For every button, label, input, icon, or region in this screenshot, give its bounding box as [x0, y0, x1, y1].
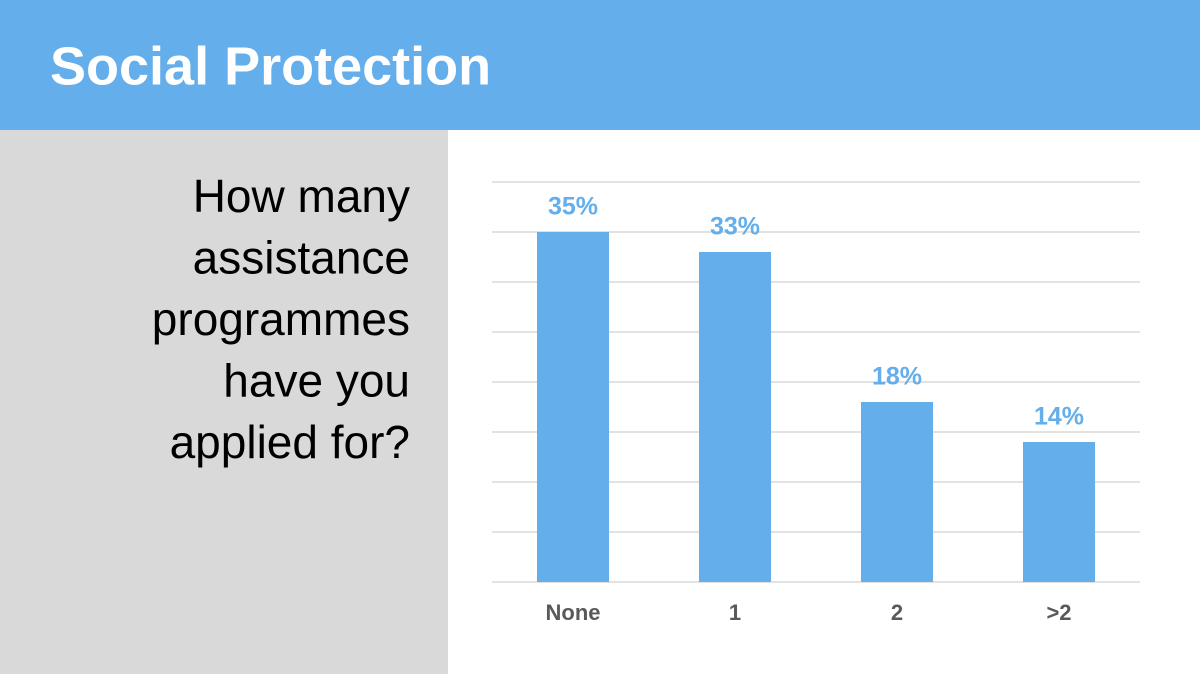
question-panel: [0, 130, 448, 674]
question-line: have you: [223, 355, 410, 407]
bar: [537, 232, 609, 582]
slide-title: Social Protection: [50, 36, 491, 96]
bar: [861, 402, 933, 582]
x-tick-label: 2: [891, 600, 903, 625]
question-line: How many: [193, 170, 410, 222]
question-line: applied for?: [170, 416, 410, 468]
question-line: assistance: [193, 232, 410, 284]
bar: [699, 252, 771, 582]
x-tick-label: None: [546, 600, 601, 625]
header-band: [0, 0, 1200, 130]
x-tick-label: >2: [1046, 600, 1071, 625]
value-label: 33%: [710, 213, 760, 241]
value-label: 18%: [872, 363, 922, 391]
x-tick-label: 1: [729, 600, 741, 625]
value-label: 35%: [548, 193, 598, 221]
value-label: 14%: [1034, 403, 1084, 431]
question-line: programmes: [152, 293, 410, 345]
bar: [1023, 442, 1095, 582]
